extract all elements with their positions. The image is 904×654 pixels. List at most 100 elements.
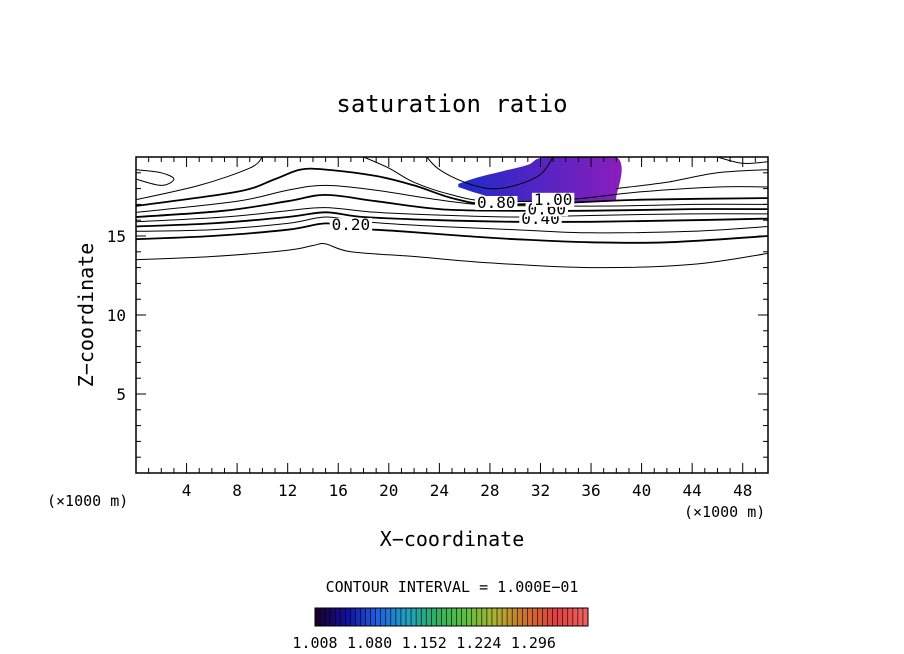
colorbar-cell bbox=[522, 608, 528, 626]
contour-line-10 bbox=[136, 169, 175, 186]
colorbar-cell bbox=[476, 608, 483, 626]
colorbar-cell bbox=[567, 608, 574, 626]
colorbar-cell bbox=[355, 608, 361, 626]
colorbar-cell bbox=[340, 608, 346, 626]
colorbar-cell bbox=[491, 608, 498, 626]
colorbar-cell bbox=[507, 608, 513, 626]
colorbar-tick-label: 1.224 bbox=[456, 634, 501, 652]
colorbar-cell bbox=[527, 608, 533, 626]
colorbar-cell bbox=[421, 608, 427, 626]
shaded-region bbox=[458, 157, 622, 203]
contour-line-2 bbox=[136, 216, 768, 234]
y-axis-label: Z−coordinate bbox=[74, 243, 98, 388]
colorbar-tick-label: 1.080 bbox=[347, 634, 392, 652]
x-tick-label: 16 bbox=[329, 481, 348, 500]
contour-line-1 bbox=[136, 222, 768, 244]
x-tick-label: 32 bbox=[531, 481, 550, 500]
supersaturation-region bbox=[458, 157, 622, 203]
contour-line-7 bbox=[136, 167, 768, 207]
contour-line-11 bbox=[426, 157, 554, 190]
colorbar-cell bbox=[582, 608, 589, 626]
x-tick-label: 36 bbox=[581, 481, 600, 500]
contour-line-12 bbox=[616, 169, 768, 190]
colorbar-cell bbox=[345, 608, 351, 626]
contour-line-3 bbox=[136, 211, 768, 228]
contour-label-4: 1.00 bbox=[534, 190, 573, 209]
y-tick-label: 5 bbox=[116, 385, 126, 404]
contour-lines bbox=[136, 157, 768, 269]
colorbar-cell bbox=[466, 608, 473, 626]
colorbar-cell bbox=[481, 608, 488, 626]
colorbar-cell bbox=[400, 608, 407, 626]
contour-label-bg-4 bbox=[531, 192, 575, 207]
contour-line-6 bbox=[136, 184, 768, 213]
colorbar-cell bbox=[552, 608, 558, 626]
x-tick-label: 4 bbox=[182, 481, 192, 500]
colorbar-cell bbox=[577, 608, 584, 626]
x-tick-label: 28 bbox=[480, 481, 499, 500]
colorbar-cell bbox=[365, 608, 371, 626]
colorbar-cell bbox=[547, 608, 553, 626]
colorbar-cell bbox=[426, 608, 432, 626]
colorbar-cell bbox=[390, 608, 397, 626]
x-tick-label: 40 bbox=[632, 481, 651, 500]
colorbar-cell bbox=[562, 608, 569, 626]
colorbar-cell bbox=[395, 608, 402, 626]
colorbar-cell bbox=[380, 608, 387, 626]
colorbar-cell bbox=[385, 608, 392, 626]
colorbar-cell bbox=[370, 608, 376, 626]
colorbar-tick-label: 1.152 bbox=[402, 634, 447, 652]
colorbar-cell bbox=[320, 608, 326, 626]
contour-label-bg-3 bbox=[475, 195, 518, 210]
colorbar-cell bbox=[512, 608, 518, 626]
contour-line-8 bbox=[136, 157, 263, 201]
contour-label-0: 0.20 bbox=[332, 215, 371, 234]
colorbar-cell bbox=[416, 608, 422, 626]
colorbar-cell bbox=[446, 608, 452, 626]
colorbar-cell bbox=[431, 608, 437, 626]
colorbar-tick-label: 1.296 bbox=[511, 634, 556, 652]
colorbar-cell bbox=[471, 608, 478, 626]
colorbar-cell bbox=[517, 608, 523, 626]
contour-label-3: 0.80 bbox=[477, 193, 516, 212]
colorbar-cell bbox=[360, 608, 366, 626]
colorbar-cell bbox=[406, 608, 412, 626]
y-tick-label: 15 bbox=[107, 227, 126, 246]
colorbar-cell bbox=[411, 608, 417, 626]
x-tick-label: 12 bbox=[278, 481, 297, 500]
colorbar-cell bbox=[441, 608, 447, 626]
x-tick-label: 24 bbox=[430, 481, 449, 500]
x-axis-label: X−coordinate bbox=[380, 527, 525, 551]
chart-title: saturation ratio bbox=[336, 90, 567, 118]
colorbar-cell bbox=[375, 608, 382, 626]
colorbar-cell bbox=[451, 608, 457, 626]
y-tick-label: 10 bbox=[107, 306, 126, 325]
colorbar-cell bbox=[532, 608, 538, 626]
colorbar-cell bbox=[557, 608, 564, 626]
colorbar-cell bbox=[350, 608, 356, 626]
contour-line-0 bbox=[136, 243, 768, 269]
x-unit-right: (×1000 m) bbox=[684, 503, 765, 521]
contour-line-5 bbox=[136, 193, 768, 218]
contour-interval-text: CONTOUR INTERVAL = 1.000E−01 bbox=[326, 578, 579, 596]
colorbar-cell bbox=[486, 608, 493, 626]
colorbar-labels: 1.008 1.080 1.152 1.224 1.296 bbox=[292, 634, 556, 652]
colorbar-cell bbox=[542, 608, 548, 626]
contour-label-bg-0 bbox=[329, 218, 373, 233]
x-tick-label: 20 bbox=[379, 481, 398, 500]
x-tick-label: 8 bbox=[232, 481, 242, 500]
colorbar-cell bbox=[456, 608, 462, 626]
colorbar-tick-label: 1.008 bbox=[292, 634, 337, 652]
colorbar-cell bbox=[325, 608, 331, 626]
x-unit-left: (×1000 m) bbox=[47, 492, 128, 510]
colorbar-cell bbox=[572, 608, 579, 626]
colorbar-cell bbox=[436, 608, 442, 626]
colorbar bbox=[314, 608, 589, 626]
contour-labels: 0.20 0.400.600.80 1.00 bbox=[329, 190, 575, 234]
colorbar-cell bbox=[461, 608, 467, 626]
x-tick-label: 48 bbox=[733, 481, 752, 500]
colorbar-cell bbox=[335, 608, 341, 626]
colorbar-cell bbox=[502, 608, 508, 626]
